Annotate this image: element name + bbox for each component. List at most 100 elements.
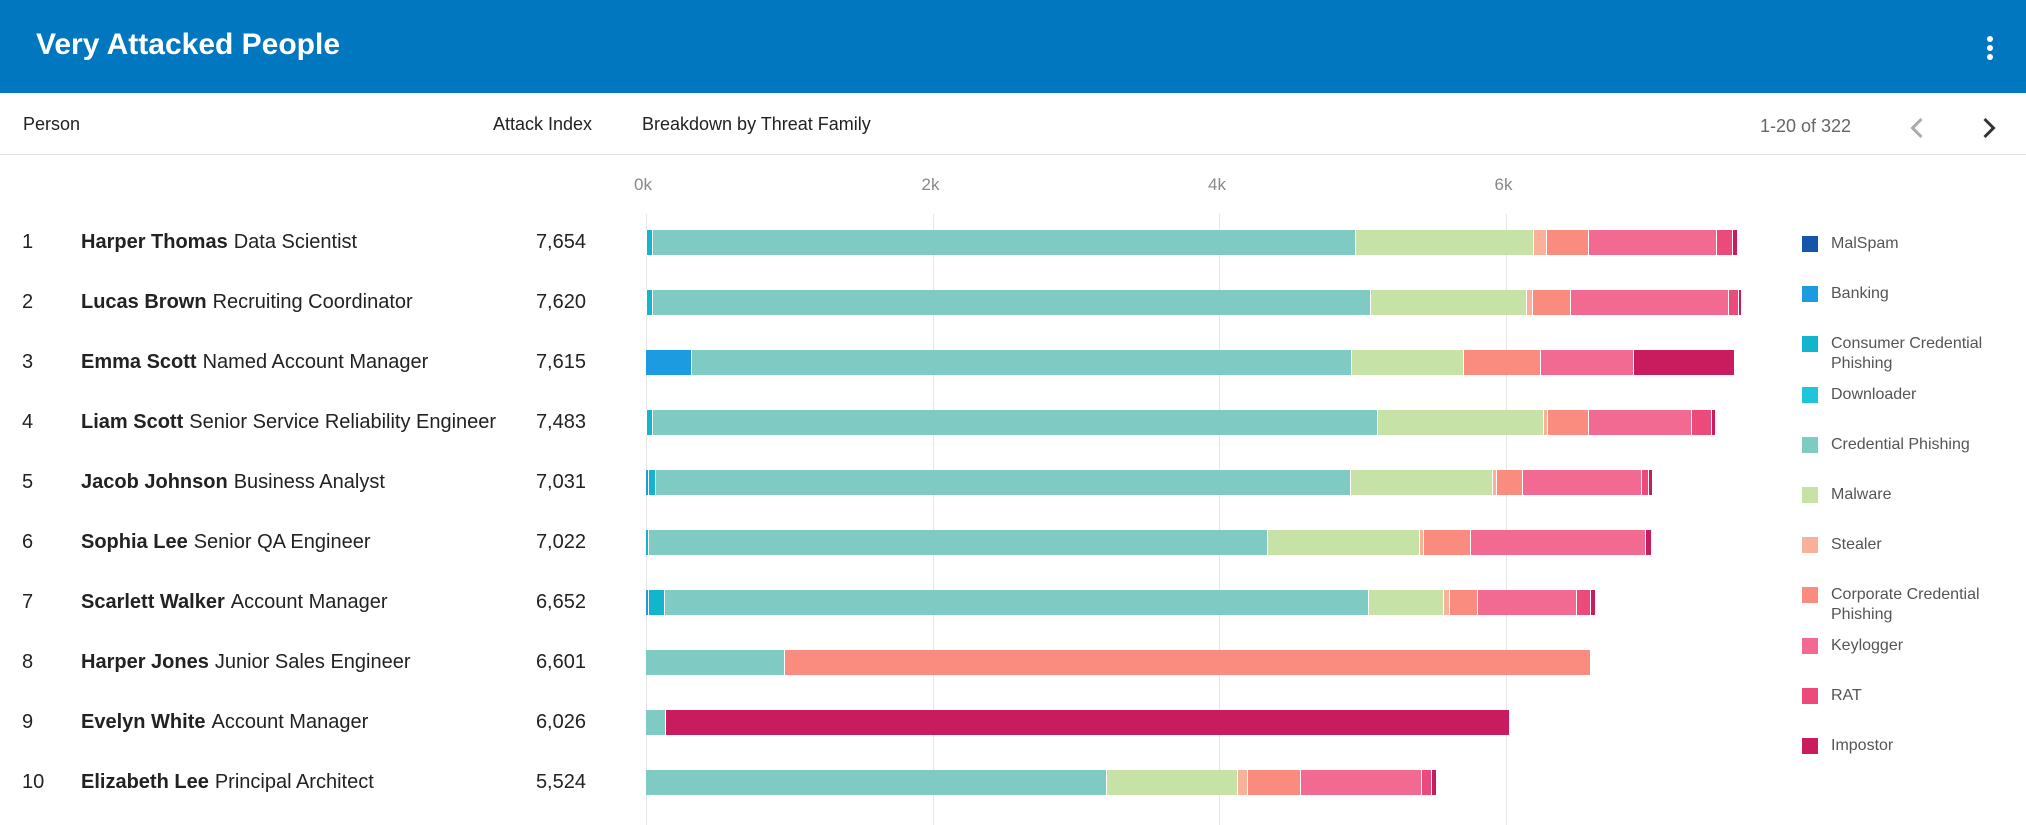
table-row[interactable]: 7 Scarlett Walker Account Manager 6,652 bbox=[0, 574, 1800, 634]
bar-segment-malware[interactable] bbox=[1369, 590, 1444, 615]
bar-segment-keylogger[interactable] bbox=[1522, 470, 1642, 495]
person-cell[interactable]: Liam Scott Senior Service Reliability Eng… bbox=[81, 411, 496, 434]
bar-segment-rat[interactable] bbox=[1422, 770, 1433, 795]
bar-segment-keylogger[interactable] bbox=[1541, 350, 1635, 375]
bar-segment-stealer[interactable] bbox=[1419, 530, 1424, 555]
bar-segment-banking[interactable] bbox=[646, 350, 692, 375]
bar-segment-corporate-credential-phishing[interactable] bbox=[1423, 530, 1472, 555]
person-name[interactable]: Jacob Johnson bbox=[81, 471, 228, 493]
bar-segment-credential-phishing[interactable] bbox=[646, 650, 785, 675]
bar-segment-malware[interactable] bbox=[1107, 770, 1238, 795]
bar-segment-malware[interactable] bbox=[1370, 290, 1527, 315]
bar-segment-consumer-credential-phishing[interactable] bbox=[646, 530, 649, 555]
bar-segment-banking[interactable] bbox=[646, 410, 648, 435]
person-name[interactable]: Scarlett Walker bbox=[81, 591, 225, 613]
bar-segment-credential-phishing[interactable] bbox=[656, 470, 1351, 495]
bar-segment-keylogger[interactable] bbox=[1478, 590, 1578, 615]
bar-segment-rat[interactable] bbox=[1691, 410, 1712, 435]
bar-segment-rat[interactable] bbox=[1577, 590, 1592, 615]
bar-segment-impostor[interactable] bbox=[1645, 530, 1652, 555]
person-cell[interactable]: Elizabeth Lee Principal Architect bbox=[81, 771, 374, 794]
bar-segment-impostor[interactable] bbox=[1432, 770, 1437, 795]
table-row[interactable]: 8 Harper Jones Junior Sales Engineer 6,601 bbox=[0, 634, 1800, 694]
bar-segment-malware[interactable] bbox=[1356, 230, 1535, 255]
person-cell[interactable]: Scarlett Walker Account Manager bbox=[81, 591, 388, 614]
person-cell[interactable]: Lucas Brown Recruiting Coordinator bbox=[81, 291, 413, 314]
bar-segment-rat[interactable] bbox=[1641, 470, 1649, 495]
person-cell[interactable]: Jacob Johnson Business Analyst bbox=[81, 471, 385, 494]
bar-segment-malware[interactable] bbox=[1350, 470, 1493, 495]
bar-segment-rat[interactable] bbox=[1728, 290, 1739, 315]
table-row[interactable]: 10 Elizabeth Lee Principal Architect 5,524 bbox=[0, 754, 1800, 814]
bar-segment-corporate-credential-phishing[interactable] bbox=[1463, 350, 1542, 375]
person-name[interactable]: Harper Thomas bbox=[81, 231, 228, 253]
bar-segment-credential-phishing[interactable] bbox=[646, 710, 667, 735]
bar-segment-impostor[interactable] bbox=[1591, 590, 1596, 615]
bar-segment-corporate-credential-phishing[interactable] bbox=[1532, 290, 1572, 315]
bar-segment-impostor[interactable] bbox=[666, 710, 1510, 735]
stacked-bar[interactable] bbox=[646, 230, 1738, 255]
bar-segment-malware[interactable] bbox=[1267, 530, 1420, 555]
column-header-attack-index[interactable]: Attack Index bbox=[493, 114, 593, 134]
bar-segment-malware[interactable] bbox=[1377, 410, 1545, 435]
bar-segment-credential-phishing[interactable] bbox=[653, 230, 1357, 255]
person-cell[interactable]: Harper Thomas Data Scientist bbox=[81, 231, 357, 254]
person-name[interactable]: Liam Scott bbox=[81, 411, 184, 433]
bar-segment-corporate-credential-phishing[interactable] bbox=[1496, 470, 1523, 495]
person-name[interactable]: Harper Jones bbox=[81, 651, 209, 673]
bar-segment-credential-phishing[interactable] bbox=[646, 770, 1108, 795]
bar-segment-keylogger[interactable] bbox=[1588, 410, 1692, 435]
table-row[interactable]: 1 Harper Thomas Data Scientist 7,654 bbox=[0, 214, 1800, 274]
bar-segment-consumer-credential-phishing[interactable] bbox=[647, 410, 654, 435]
stacked-bar[interactable] bbox=[646, 470, 1653, 495]
table-row[interactable]: 3 Emma Scott Named Account Manager 7,615 bbox=[0, 334, 1800, 394]
bar-segment-stealer[interactable] bbox=[1492, 470, 1497, 495]
stacked-bar[interactable] bbox=[646, 590, 1596, 615]
table-row[interactable]: 2 Lucas Brown Recruiting Coordinator 7,620 bbox=[0, 274, 1800, 334]
bar-segment-consumer-credential-phishing[interactable] bbox=[647, 290, 654, 315]
bar-segment-stealer[interactable] bbox=[1526, 290, 1533, 315]
bar-segment-credential-phishing[interactable] bbox=[653, 290, 1371, 315]
stacked-bar[interactable] bbox=[646, 530, 1652, 555]
person-name[interactable]: Emma Scott bbox=[81, 351, 197, 373]
bar-segment-banking[interactable] bbox=[646, 470, 649, 495]
stacked-bar[interactable] bbox=[646, 650, 1592, 675]
stacked-bar[interactable] bbox=[646, 350, 1735, 375]
bar-segment-corporate-credential-phishing[interactable] bbox=[1247, 770, 1301, 795]
bar-segment-rat[interactable] bbox=[1717, 230, 1734, 255]
table-row[interactable]: 6 Sophia Lee Senior QA Engineer 7,022 bbox=[0, 514, 1800, 574]
person-cell[interactable]: Evelyn White Account Manager bbox=[81, 711, 368, 734]
bar-segment-stealer[interactable] bbox=[1544, 410, 1549, 435]
person-name[interactable]: Elizabeth Lee bbox=[81, 771, 209, 793]
bar-segment-credential-phishing[interactable] bbox=[648, 530, 1268, 555]
bar-segment-stealer[interactable] bbox=[1443, 590, 1450, 615]
column-header-person[interactable]: Person bbox=[23, 114, 81, 134]
bar-segment-impostor[interactable] bbox=[1634, 350, 1735, 375]
bar-segment-impostor[interactable] bbox=[1738, 290, 1742, 315]
stacked-bar[interactable] bbox=[646, 770, 1437, 795]
table-row[interactable]: 4 Liam Scott Senior Service Reliability En… bbox=[0, 394, 1800, 454]
bar-segment-credential-phishing[interactable] bbox=[664, 590, 1370, 615]
bar-segment-keylogger[interactable] bbox=[1300, 770, 1423, 795]
bar-segment-corporate-credential-phishing[interactable] bbox=[784, 650, 1592, 675]
bar-segment-credential-phishing[interactable] bbox=[691, 350, 1353, 375]
bar-segment-credential-phishing[interactable] bbox=[653, 410, 1378, 435]
chevron-left-icon[interactable] bbox=[1899, 110, 1935, 146]
bar-segment-banking[interactable] bbox=[646, 230, 648, 255]
bar-segment-keylogger[interactable] bbox=[1588, 230, 1718, 255]
bar-segment-stealer[interactable] bbox=[1237, 770, 1248, 795]
bar-segment-keylogger[interactable] bbox=[1571, 290, 1729, 315]
bar-segment-malware[interactable] bbox=[1352, 350, 1464, 375]
person-name[interactable]: Evelyn White bbox=[81, 711, 206, 733]
bar-segment-impostor[interactable] bbox=[1733, 230, 1738, 255]
bar-segment-stealer[interactable] bbox=[1534, 230, 1547, 255]
bar-segment-corporate-credential-phishing[interactable] bbox=[1449, 590, 1479, 615]
stacked-bar[interactable] bbox=[646, 410, 1717, 435]
more-vert-icon[interactable] bbox=[1974, 28, 2004, 68]
stacked-bar[interactable] bbox=[646, 290, 1742, 315]
table-row[interactable]: 5 Jacob Johnson Business Analyst 7,031 bbox=[0, 454, 1800, 514]
stacked-bar[interactable] bbox=[646, 710, 1510, 735]
person-name[interactable]: Lucas Brown bbox=[81, 291, 207, 313]
person-cell[interactable]: Sophia Lee Senior QA Engineer bbox=[81, 531, 370, 554]
bar-segment-corporate-credential-phishing[interactable] bbox=[1547, 230, 1589, 255]
